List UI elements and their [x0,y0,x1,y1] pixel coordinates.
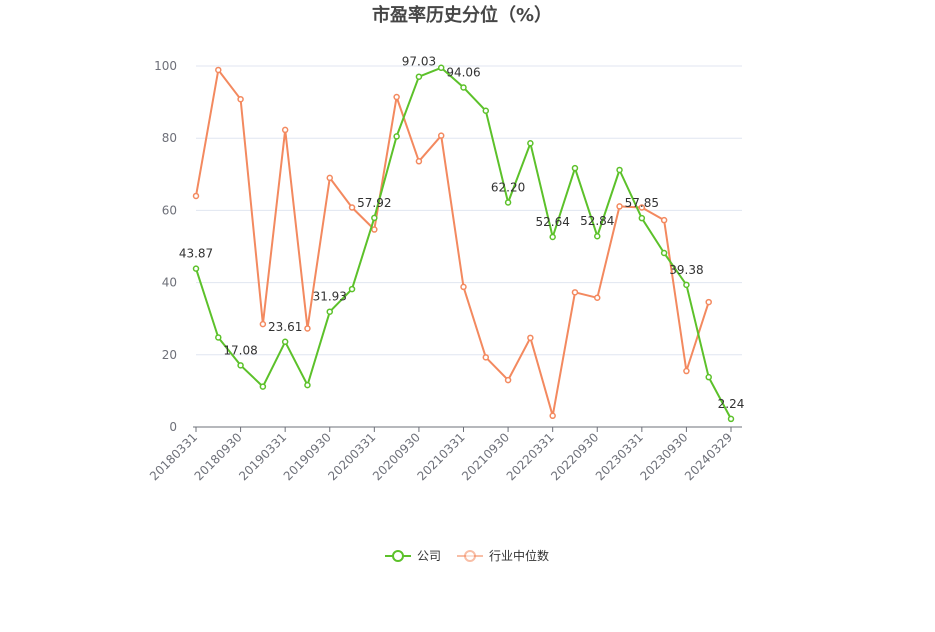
data-point[interactable] [571,289,579,296]
data-label: 62.20 [491,180,525,194]
data-point[interactable] [304,325,311,332]
data-point[interactable] [437,132,445,139]
data-label: 52.84 [580,214,614,228]
data-point[interactable] [371,214,378,222]
data-point[interactable] [437,64,445,72]
y-tick-label: 100 [154,59,177,73]
x-tick-label: 20200930 [370,430,423,483]
data-point[interactable] [348,204,356,211]
axes: 0204060801002018033120180930201903312019… [147,59,742,483]
data-point[interactable] [504,376,512,384]
x-tick-label: 20240329 [682,430,735,483]
data-labels: 43.87 17.08 23.61 31.93 57.92 97.03 94.06 62.20… [179,55,745,411]
data-point[interactable] [616,166,623,174]
data-point[interactable] [616,203,623,210]
data-point[interactable] [594,294,601,302]
data-label: 39.38 [669,263,703,277]
data-point[interactable] [683,281,690,289]
data-point[interactable] [705,298,712,306]
data-label: 2.24 [718,397,745,411]
grid [196,65,742,356]
data-point[interactable] [304,381,311,389]
data-point[interactable] [460,283,467,291]
series-line-company [195,66,732,420]
legend[interactable]: 公司 行业中位数 [385,548,549,563]
data-point[interactable] [192,192,200,200]
data-point[interactable] [348,285,356,293]
data-label: 52.64 [535,215,569,229]
data-point[interactable] [549,233,556,241]
data-point[interactable] [371,226,378,233]
data-point[interactable] [215,66,222,74]
x-tick-label: 20190331 [236,430,289,483]
legend-label: 公司 [417,549,441,563]
data-point[interactable] [660,249,668,257]
legend-label: 行业中位数 [489,548,549,563]
data-label: 23.61 [268,320,302,334]
data-point[interactable] [393,133,400,140]
data-point[interactable] [460,84,467,91]
data-point[interactable] [415,158,423,165]
data-point[interactable] [326,308,333,315]
legend-item-company[interactable]: 公司 [385,549,441,563]
data-point[interactable] [705,373,712,381]
data-point[interactable] [259,383,267,390]
y-tick-label: 60 [162,203,177,217]
data-point[interactable] [281,338,289,346]
data-point[interactable] [660,216,668,224]
chart-title: 市盈率历史分位（%） [372,4,552,26]
y-tick-label: 40 [162,276,177,290]
data-point[interactable] [393,93,400,101]
data-point[interactable] [594,232,601,240]
series-lines [192,64,735,423]
data-point[interactable] [683,367,690,375]
y-tick-label: 80 [162,131,177,145]
data-point[interactable] [727,415,735,423]
data-label: 94.06 [446,65,480,79]
legend-marker-swatch [392,550,404,562]
data-point[interactable] [237,362,244,369]
data-label: 31.93 [313,290,347,304]
data-point[interactable] [326,174,333,182]
data-point[interactable] [527,334,534,342]
data-point[interactable] [415,73,423,80]
data-point[interactable] [504,199,512,206]
data-label: 57.85 [625,196,659,210]
y-tick-label: 20 [162,348,177,362]
data-point[interactable] [482,107,490,115]
legend-marker-swatch [464,550,476,562]
data-point[interactable] [638,214,646,222]
x-tick-label: 20230930 [637,430,690,483]
y-tick-label: 0 [169,420,177,434]
data-point[interactable] [527,140,534,147]
data-point[interactable] [482,354,490,361]
data-point[interactable] [259,320,267,328]
data-point[interactable] [638,204,646,211]
series-line-industry-median [195,69,710,417]
data-label: 97.03 [402,55,436,69]
data-label: 57.92 [357,196,391,210]
data-point[interactable] [571,164,579,172]
data-point[interactable] [237,95,244,103]
data-label: 17.08 [223,343,257,357]
data-label: 43.87 [179,247,213,261]
data-point[interactable] [192,265,200,272]
x-tick-label: 20220331 [504,430,557,483]
legend-item-industry-median[interactable]: 行业中位数 [457,548,549,563]
data-point[interactable] [549,412,556,420]
data-point[interactable] [215,334,222,341]
data-point[interactable] [281,126,289,134]
